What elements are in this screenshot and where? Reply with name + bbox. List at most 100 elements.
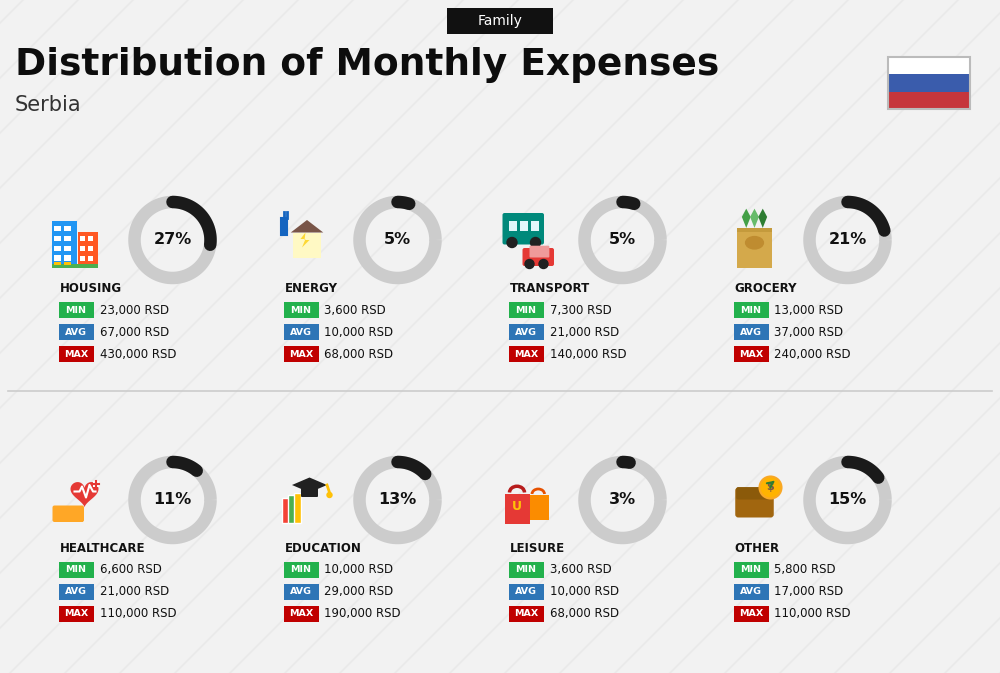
Text: 29,000 RSD: 29,000 RSD [324, 586, 394, 598]
Text: MAX: MAX [739, 610, 763, 618]
Text: AVG: AVG [290, 328, 312, 336]
FancyBboxPatch shape [294, 493, 301, 522]
FancyBboxPatch shape [54, 262, 61, 265]
FancyBboxPatch shape [888, 57, 970, 74]
Text: MAX: MAX [289, 610, 313, 618]
FancyBboxPatch shape [64, 236, 71, 241]
Text: MIN: MIN [290, 565, 312, 575]
Text: AVG: AVG [290, 588, 312, 596]
FancyBboxPatch shape [52, 505, 84, 522]
Text: 13,000 RSD: 13,000 RSD [774, 304, 844, 316]
Text: 110,000 RSD: 110,000 RSD [100, 608, 176, 621]
Text: MIN: MIN [516, 565, 536, 575]
FancyBboxPatch shape [88, 256, 93, 261]
FancyBboxPatch shape [58, 324, 94, 340]
Text: MIN: MIN [740, 306, 762, 314]
FancyBboxPatch shape [505, 494, 530, 524]
Text: MAX: MAX [64, 610, 88, 618]
FancyBboxPatch shape [509, 302, 544, 318]
FancyBboxPatch shape [530, 246, 549, 258]
FancyBboxPatch shape [293, 232, 321, 258]
FancyBboxPatch shape [58, 584, 94, 600]
FancyBboxPatch shape [64, 246, 71, 251]
Text: 21,000 RSD: 21,000 RSD [550, 326, 619, 339]
FancyBboxPatch shape [734, 562, 768, 577]
Text: MIN: MIN [740, 565, 762, 575]
FancyBboxPatch shape [527, 495, 549, 520]
Text: 140,000 RSD: 140,000 RSD [550, 347, 626, 361]
FancyBboxPatch shape [737, 228, 772, 232]
Text: 110,000 RSD: 110,000 RSD [774, 608, 851, 621]
FancyBboxPatch shape [284, 606, 318, 622]
FancyBboxPatch shape [509, 324, 544, 340]
Text: 13%: 13% [378, 493, 417, 507]
FancyBboxPatch shape [734, 346, 768, 362]
Text: AVG: AVG [515, 328, 537, 336]
Text: MIN: MIN [290, 306, 312, 314]
Text: 37,000 RSD: 37,000 RSD [774, 326, 844, 339]
Text: 10,000 RSD: 10,000 RSD [550, 586, 619, 598]
Circle shape [507, 238, 517, 248]
Text: 3,600 RSD: 3,600 RSD [550, 563, 611, 577]
Text: TRANSPORT: TRANSPORT [510, 281, 590, 295]
Circle shape [760, 476, 782, 499]
Text: Distribution of Monthly Expenses: Distribution of Monthly Expenses [15, 47, 719, 83]
Text: MIN: MIN [66, 306, 87, 314]
Text: U: U [512, 499, 522, 513]
FancyBboxPatch shape [509, 221, 516, 231]
Polygon shape [300, 232, 310, 248]
FancyBboxPatch shape [509, 346, 544, 362]
Text: AVG: AVG [740, 588, 762, 596]
Text: 10,000 RSD: 10,000 RSD [324, 326, 394, 339]
FancyBboxPatch shape [78, 232, 98, 267]
FancyBboxPatch shape [503, 213, 544, 244]
Text: AVG: AVG [65, 588, 87, 596]
FancyBboxPatch shape [284, 302, 318, 318]
FancyBboxPatch shape [284, 346, 318, 362]
Text: EDUCATION: EDUCATION [285, 542, 361, 555]
FancyBboxPatch shape [530, 221, 538, 231]
FancyBboxPatch shape [80, 236, 85, 241]
FancyBboxPatch shape [284, 562, 318, 577]
Text: 10,000 RSD: 10,000 RSD [324, 563, 394, 577]
FancyBboxPatch shape [736, 487, 773, 499]
FancyBboxPatch shape [58, 562, 94, 577]
FancyBboxPatch shape [52, 264, 98, 267]
Text: 23,000 RSD: 23,000 RSD [100, 304, 169, 316]
FancyBboxPatch shape [509, 584, 544, 600]
Text: ENERGY: ENERGY [285, 281, 338, 295]
Circle shape [530, 238, 540, 248]
FancyBboxPatch shape [734, 324, 768, 340]
Text: 430,000 RSD: 430,000 RSD [100, 347, 176, 361]
Circle shape [539, 260, 548, 269]
Polygon shape [750, 209, 759, 228]
FancyBboxPatch shape [282, 497, 289, 522]
Text: 3,600 RSD: 3,600 RSD [324, 304, 386, 316]
Text: 68,000 RSD: 68,000 RSD [324, 347, 394, 361]
Text: $: $ [767, 483, 774, 493]
Text: 5%: 5% [609, 232, 636, 248]
Text: 15%: 15% [828, 493, 867, 507]
FancyBboxPatch shape [447, 8, 552, 34]
Text: 17,000 RSD: 17,000 RSD [774, 586, 844, 598]
Text: 21,000 RSD: 21,000 RSD [100, 586, 169, 598]
FancyBboxPatch shape [734, 302, 768, 318]
FancyBboxPatch shape [54, 225, 61, 232]
Polygon shape [292, 478, 327, 493]
FancyBboxPatch shape [54, 255, 61, 261]
Text: 240,000 RSD: 240,000 RSD [774, 347, 851, 361]
Text: AVG: AVG [65, 328, 87, 336]
Text: 190,000 RSD: 190,000 RSD [324, 608, 401, 621]
Circle shape [327, 493, 332, 497]
FancyBboxPatch shape [58, 606, 94, 622]
Text: MAX: MAX [739, 349, 763, 359]
FancyBboxPatch shape [64, 255, 71, 261]
Polygon shape [758, 209, 767, 228]
Text: HEALTHCARE: HEALTHCARE [60, 542, 145, 555]
Circle shape [525, 260, 534, 269]
Text: OTHER: OTHER [734, 542, 780, 555]
Text: 11%: 11% [153, 493, 192, 507]
Text: LEISURE: LEISURE [510, 542, 565, 555]
FancyBboxPatch shape [88, 246, 93, 251]
FancyBboxPatch shape [66, 514, 83, 522]
